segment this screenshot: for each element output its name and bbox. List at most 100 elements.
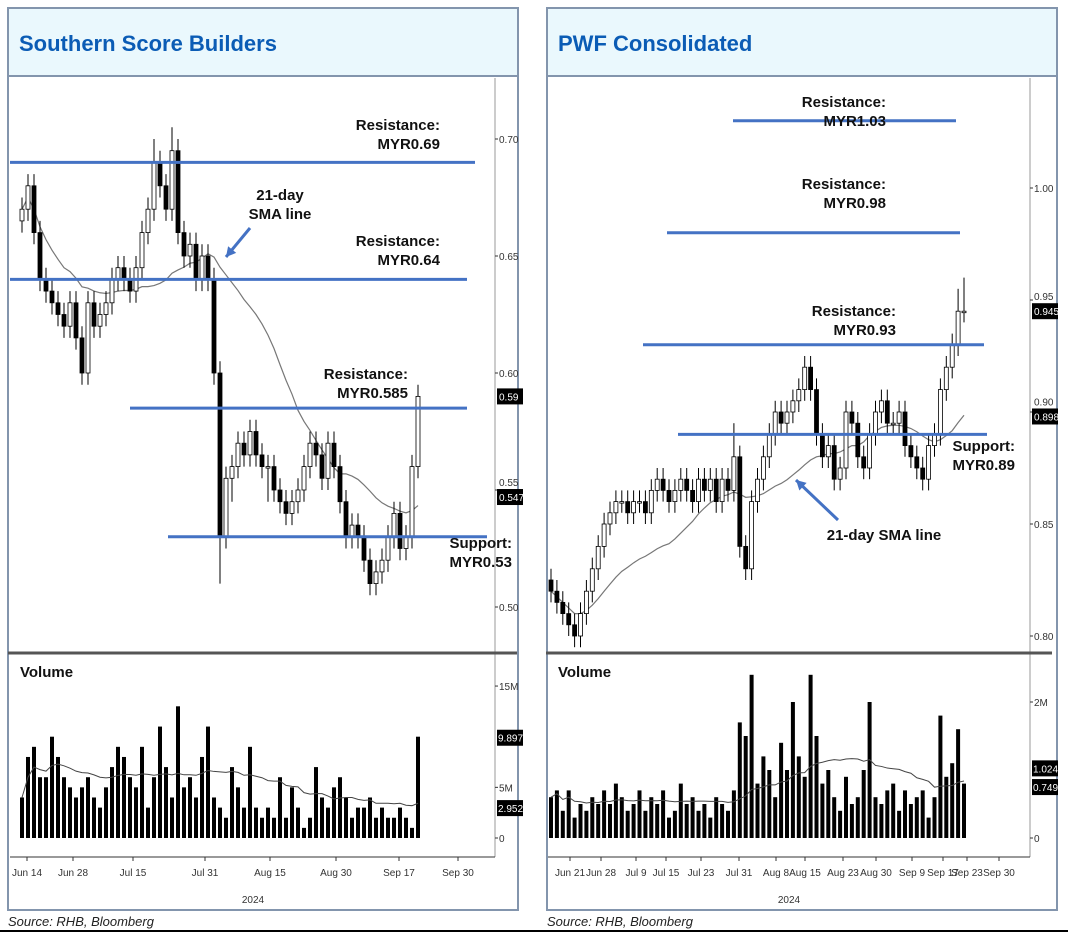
volume-bar — [68, 787, 72, 838]
candle-body — [331, 442, 337, 468]
date-tick-label: Sep 30 — [442, 868, 474, 879]
candle — [73, 291, 79, 350]
sma-label: 21-day — [256, 187, 304, 204]
candle-body — [566, 613, 572, 626]
volume-bar — [714, 797, 719, 838]
candle-body — [855, 422, 861, 458]
candle-body — [849, 411, 855, 424]
volume-bar — [596, 804, 601, 838]
volume-bar — [891, 783, 896, 838]
volume-bar — [164, 767, 168, 838]
volume-bar — [176, 706, 180, 838]
candle — [265, 454, 271, 502]
candle — [43, 267, 49, 303]
volume-bar — [374, 817, 378, 838]
candle — [247, 419, 253, 467]
volume-bar — [554, 790, 559, 838]
level-value-label: MYR0.98 — [823, 195, 886, 212]
candle — [139, 220, 145, 280]
candle — [672, 479, 678, 513]
candle-body — [554, 590, 560, 603]
candle-body — [743, 546, 749, 570]
source-note: Source: RHB, Bloomberg — [547, 914, 693, 929]
level-value-label: MYR0.89 — [952, 457, 1015, 474]
candle — [319, 443, 325, 490]
candle — [943, 356, 949, 401]
volume-bar — [631, 804, 636, 838]
candle-body — [896, 411, 902, 424]
candle-body — [584, 590, 589, 615]
candle — [79, 326, 85, 385]
candle-body — [920, 467, 926, 480]
candle-body — [85, 302, 91, 374]
date-tick-label: Aug 15 — [789, 868, 821, 879]
candle — [725, 468, 731, 502]
volume-bar — [320, 797, 324, 838]
title-bar: PWF Consolidated — [548, 9, 1056, 77]
volume-bar — [920, 790, 925, 838]
candle-body — [67, 302, 73, 327]
candle-body — [259, 454, 265, 467]
volume-bar — [643, 810, 648, 838]
volume-bar — [944, 776, 949, 838]
volume-bar — [790, 702, 795, 838]
candle-body — [684, 478, 690, 491]
candle-body — [391, 513, 397, 538]
arrow-line — [794, 478, 840, 522]
candle — [926, 434, 931, 491]
candle — [849, 400, 855, 435]
candle-body — [548, 579, 554, 592]
volume-bar — [104, 787, 108, 838]
candle-body — [955, 310, 961, 346]
volume-bar — [761, 756, 766, 838]
candle — [307, 431, 313, 479]
volume-bar — [667, 817, 671, 838]
candle — [121, 256, 127, 292]
price-badge — [1032, 408, 1058, 425]
volume-bar — [44, 777, 48, 838]
volume-bar — [98, 807, 102, 838]
date-tick-label: Jul 9 — [625, 868, 647, 879]
volume-bar — [702, 804, 707, 838]
volume-bar — [416, 736, 420, 838]
candle — [373, 560, 379, 596]
volume-bar — [398, 807, 402, 838]
volume-bar — [678, 783, 683, 838]
volume-tick-label: 0 — [1034, 834, 1040, 845]
volume-title: Volume — [558, 664, 611, 681]
candle — [157, 150, 163, 198]
volume-bar — [290, 787, 294, 838]
candle-body — [820, 433, 825, 458]
candle — [103, 291, 109, 327]
candle-body — [325, 442, 331, 479]
volume-bar — [737, 722, 742, 838]
volume-bar — [308, 817, 312, 838]
candle-body — [643, 501, 648, 514]
candle-body — [784, 411, 790, 424]
volume-bar — [590, 797, 595, 838]
volume-badge — [497, 729, 523, 746]
volume-bar — [32, 746, 36, 838]
candle — [914, 445, 920, 480]
candle-body — [235, 442, 241, 468]
volume-bar — [749, 674, 754, 838]
volume-bar — [38, 777, 42, 838]
volume-bar — [838, 810, 843, 838]
volume-bar — [785, 770, 789, 838]
volume-bar — [284, 817, 288, 838]
volume-bar — [56, 756, 60, 838]
candle — [169, 127, 175, 221]
candle — [91, 291, 97, 338]
candle-body — [403, 536, 409, 549]
candle — [890, 412, 896, 435]
candle — [766, 423, 772, 468]
candle — [277, 478, 283, 514]
volume-bar — [879, 804, 884, 838]
volume-bar — [26, 756, 30, 838]
level-kind-label: Resistance: — [356, 117, 440, 134]
candle-body — [205, 255, 211, 280]
date-tick-label: Jun 21 — [555, 868, 585, 879]
candle — [61, 302, 67, 338]
volume-bar — [867, 702, 872, 838]
candle-body — [648, 489, 654, 514]
